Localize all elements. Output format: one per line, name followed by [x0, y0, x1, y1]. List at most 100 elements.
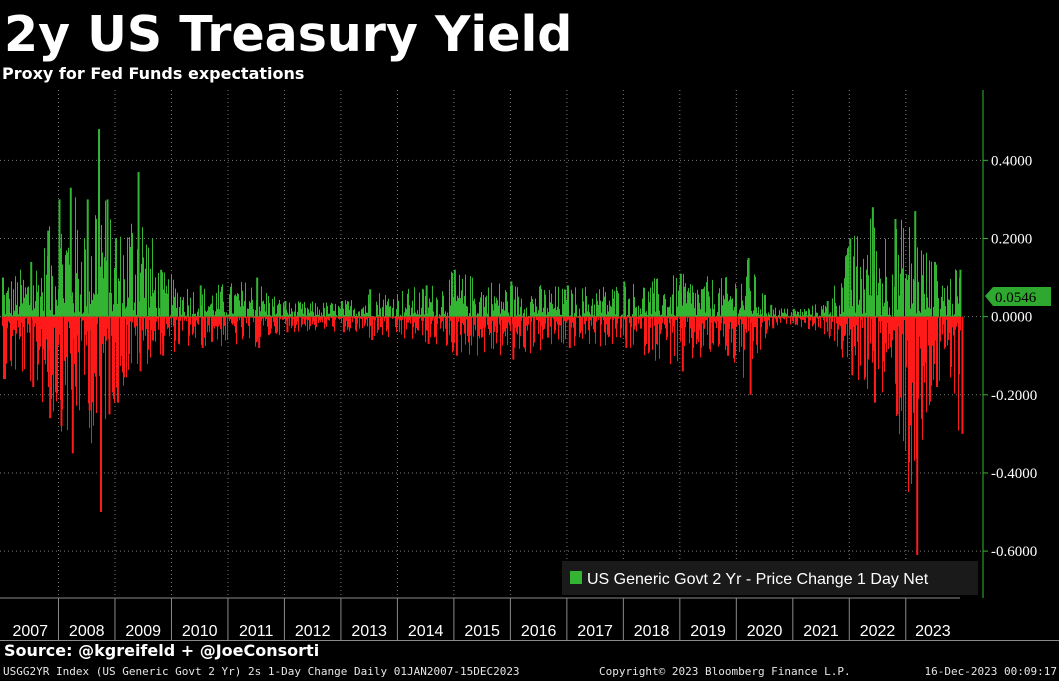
- bar-positive: [917, 247, 918, 317]
- bar-negative: [811, 316, 812, 318]
- x-tick-label: 2023: [915, 623, 951, 640]
- bar-positive: [351, 300, 352, 317]
- bar-negative: [845, 316, 846, 336]
- bar-negative: [711, 316, 712, 323]
- bar-negative: [351, 316, 352, 318]
- bar-negative: [819, 316, 820, 319]
- bar-positive: [477, 313, 478, 317]
- bar-positive: [639, 315, 640, 317]
- bar-negative: [915, 316, 916, 319]
- bar-negative: [374, 316, 375, 337]
- bar-negative: [446, 316, 447, 346]
- bar-positive: [338, 305, 339, 317]
- bar-positive: [26, 294, 27, 317]
- bar-positive: [598, 305, 599, 317]
- bar-negative: [508, 316, 509, 323]
- bar-positive: [275, 314, 276, 317]
- bar-positive: [41, 277, 42, 317]
- bar-positive: [868, 275, 869, 317]
- bar-negative: [252, 316, 253, 318]
- bar-negative: [870, 316, 871, 344]
- bar-positive: [596, 293, 597, 317]
- bar-positive: [755, 276, 756, 317]
- bar-positive: [173, 279, 174, 317]
- bar-positive: [465, 274, 466, 317]
- bar-positive: [600, 300, 601, 317]
- bar-negative: [659, 316, 660, 359]
- bar-positive: [12, 315, 13, 317]
- bar-negative: [581, 316, 582, 331]
- bar-negative: [212, 316, 213, 342]
- bar-positive: [841, 283, 842, 317]
- bar-negative: [690, 316, 691, 329]
- bar-positive: [647, 315, 648, 317]
- bar-negative: [785, 316, 786, 318]
- bar-positive: [108, 315, 109, 317]
- bar-positive: [42, 292, 43, 317]
- bar-positive: [831, 315, 832, 317]
- bar-positive: [562, 288, 563, 317]
- bar-negative: [876, 316, 877, 318]
- bar-negative: [246, 316, 247, 324]
- bar-positive: [861, 278, 862, 317]
- bar-negative: [639, 316, 640, 320]
- bar-negative: [707, 316, 708, 335]
- chart-subtitle: Proxy for Fed Funds expectations: [2, 64, 305, 83]
- bar-positive: [846, 254, 847, 317]
- bar-negative: [445, 316, 446, 329]
- bar-negative: [154, 316, 155, 332]
- bar-negative: [666, 316, 667, 341]
- bar-negative: [4, 316, 6, 380]
- bar-negative: [152, 316, 153, 341]
- bar-negative: [395, 316, 396, 328]
- bar-positive: [160, 269, 163, 317]
- bar-negative: [376, 316, 377, 318]
- bar-negative: [563, 316, 564, 344]
- bar-negative: [617, 316, 618, 324]
- bar-negative: [422, 316, 423, 336]
- bar-positive: [910, 308, 911, 317]
- x-tick-label: 2016: [521, 623, 557, 640]
- bar-negative: [652, 316, 653, 350]
- bar-positive: [916, 313, 917, 317]
- bar-negative: [960, 316, 961, 331]
- bar-positive: [942, 285, 943, 317]
- bar-positive: [582, 288, 583, 317]
- bar-positive: [369, 289, 372, 317]
- bar-positive: [903, 228, 904, 317]
- bar-positive: [25, 287, 26, 317]
- bar-negative: [92, 316, 93, 403]
- bar-positive: [118, 278, 119, 317]
- bar-positive: [424, 314, 425, 317]
- bar-positive: [137, 172, 140, 317]
- bar-positive: [425, 295, 426, 317]
- bar-positive: [135, 274, 136, 317]
- bar-negative: [898, 316, 899, 327]
- bar-negative: [692, 316, 693, 359]
- bar-positive: [15, 276, 16, 317]
- bar-negative: [201, 316, 204, 348]
- bar-positive: [418, 314, 419, 317]
- bar-positive: [652, 281, 653, 317]
- bar-negative: [173, 316, 174, 327]
- bar-positive: [803, 315, 804, 317]
- bar-positive: [693, 292, 694, 317]
- bar-positive: [277, 305, 278, 317]
- bar-positive: [62, 264, 63, 317]
- bar-positive: [866, 269, 867, 317]
- bar-negative: [128, 316, 129, 370]
- bar-negative: [542, 316, 543, 340]
- bar-positive: [539, 286, 540, 317]
- bar-positive: [307, 307, 308, 317]
- bar-positive: [820, 315, 821, 317]
- bar-positive: [114, 268, 115, 317]
- bar-positive: [280, 304, 281, 317]
- bar-positive: [546, 314, 547, 317]
- bar-positive: [634, 297, 635, 317]
- bar-negative: [262, 316, 263, 319]
- bar-negative: [97, 316, 98, 325]
- bar-positive: [356, 313, 357, 317]
- bar-negative: [575, 316, 576, 337]
- bar-positive: [543, 307, 544, 317]
- bar-negative: [792, 316, 793, 322]
